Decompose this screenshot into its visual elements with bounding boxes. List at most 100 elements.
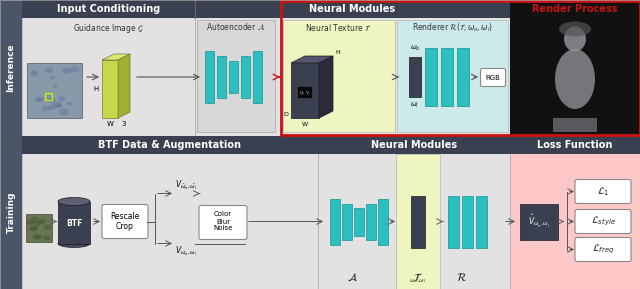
- Bar: [553, 118, 597, 132]
- Bar: [283, 20, 395, 132]
- Bar: [197, 20, 275, 132]
- Ellipse shape: [31, 70, 36, 74]
- Text: Inference: Inference: [6, 44, 15, 92]
- Bar: [217, 56, 226, 98]
- Bar: [457, 48, 469, 106]
- Polygon shape: [291, 63, 319, 118]
- Bar: [510, 0, 640, 136]
- Text: $V_{\hat{\omega}_o, \hat{\omega}_l}$: $V_{\hat{\omega}_o, \hat{\omega}_l}$: [175, 179, 198, 192]
- Bar: [448, 195, 459, 247]
- Ellipse shape: [30, 225, 38, 231]
- Bar: [45, 93, 52, 100]
- Text: Neural Texture $\mathcal{T}$: Neural Texture $\mathcal{T}$: [305, 22, 372, 33]
- Ellipse shape: [26, 220, 35, 225]
- Bar: [241, 56, 250, 98]
- Text: $\omega_l$: $\omega_l$: [410, 101, 420, 110]
- Text: Guidance Image $\mathcal{G}$: Guidance Image $\mathcal{G}$: [73, 22, 144, 35]
- Ellipse shape: [44, 225, 52, 230]
- Bar: [411, 195, 425, 247]
- Text: $\mathcal{A}$: $\mathcal{A}$: [348, 272, 358, 283]
- Text: Loss Function: Loss Function: [538, 140, 612, 150]
- Bar: [462, 195, 473, 247]
- Text: $\omega_o, \omega_l$: $\omega_o, \omega_l$: [409, 277, 427, 285]
- Ellipse shape: [48, 105, 56, 110]
- Text: Neural Modules: Neural Modules: [309, 4, 396, 14]
- Ellipse shape: [31, 71, 38, 77]
- Bar: [229, 61, 238, 93]
- Polygon shape: [102, 54, 130, 60]
- Polygon shape: [291, 56, 333, 63]
- Text: Neural Modules: Neural Modules: [371, 140, 457, 150]
- Bar: [297, 86, 312, 98]
- Text: Color
Blur
Noise: Color Blur Noise: [213, 212, 233, 231]
- Bar: [396, 154, 440, 289]
- Bar: [281, 1, 640, 135]
- Text: W: W: [302, 122, 308, 127]
- Bar: [22, 136, 318, 289]
- Ellipse shape: [52, 85, 58, 88]
- Bar: [26, 214, 52, 242]
- Bar: [253, 51, 262, 103]
- Bar: [330, 199, 340, 244]
- Bar: [318, 136, 510, 289]
- Polygon shape: [319, 56, 333, 118]
- Text: BTF: BTF: [66, 219, 82, 228]
- Ellipse shape: [56, 104, 61, 108]
- FancyBboxPatch shape: [575, 210, 631, 234]
- Ellipse shape: [38, 219, 46, 224]
- Ellipse shape: [42, 106, 50, 112]
- Bar: [0, 136, 22, 289]
- FancyBboxPatch shape: [199, 205, 247, 240]
- Text: Renderer $\mathcal{R}(\mathcal{T}, \omega_o, \omega_l)$: Renderer $\mathcal{R}(\mathcal{T}, \omeg…: [412, 22, 493, 34]
- Ellipse shape: [67, 101, 72, 105]
- Ellipse shape: [70, 66, 79, 73]
- Ellipse shape: [59, 109, 69, 116]
- Ellipse shape: [47, 97, 56, 103]
- Ellipse shape: [32, 235, 40, 240]
- Text: Render Process: Render Process: [532, 4, 618, 14]
- Text: BTF Data & Augmentation: BTF Data & Augmentation: [99, 140, 241, 150]
- Ellipse shape: [58, 197, 90, 205]
- Ellipse shape: [555, 49, 595, 109]
- Ellipse shape: [559, 21, 591, 36]
- Ellipse shape: [35, 234, 42, 240]
- Bar: [58, 201, 90, 244]
- Ellipse shape: [564, 27, 586, 51]
- Text: Training: Training: [6, 192, 15, 233]
- Text: $\mathcal{R}$: $\mathcal{R}$: [456, 271, 468, 283]
- FancyBboxPatch shape: [575, 179, 631, 203]
- Text: D: D: [283, 112, 288, 116]
- Bar: [366, 203, 376, 240]
- Ellipse shape: [51, 101, 62, 108]
- Text: Input Conditioning: Input Conditioning: [57, 4, 160, 14]
- Ellipse shape: [50, 76, 56, 79]
- Text: H: H: [93, 86, 99, 92]
- Ellipse shape: [29, 227, 37, 231]
- Text: W: W: [107, 121, 113, 127]
- Ellipse shape: [43, 236, 51, 240]
- FancyBboxPatch shape: [481, 68, 506, 86]
- Ellipse shape: [58, 240, 90, 247]
- Text: $\hat{V}_{\omega_o,\omega_l}$: $\hat{V}_{\omega_o,\omega_l}$: [528, 213, 550, 230]
- Bar: [510, 136, 640, 289]
- Bar: [510, 136, 640, 154]
- Bar: [22, 0, 510, 18]
- Text: u, v: u, v: [300, 90, 308, 95]
- Ellipse shape: [35, 98, 42, 102]
- Bar: [22, 136, 318, 154]
- Polygon shape: [102, 60, 118, 118]
- Ellipse shape: [57, 104, 62, 107]
- Bar: [354, 208, 364, 236]
- Ellipse shape: [44, 67, 53, 73]
- Bar: [441, 48, 453, 106]
- Text: $\omega_o$: $\omega_o$: [410, 44, 420, 53]
- Bar: [318, 136, 510, 154]
- Text: $\mathcal{L}_1$: $\mathcal{L}_1$: [596, 185, 609, 198]
- Text: $\mathcal{T}$: $\mathcal{T}$: [413, 271, 423, 283]
- Ellipse shape: [36, 97, 44, 102]
- FancyBboxPatch shape: [102, 205, 148, 238]
- Bar: [378, 199, 388, 244]
- Bar: [397, 20, 508, 132]
- Bar: [205, 51, 214, 103]
- Text: Rescale
Crop: Rescale Crop: [110, 212, 140, 231]
